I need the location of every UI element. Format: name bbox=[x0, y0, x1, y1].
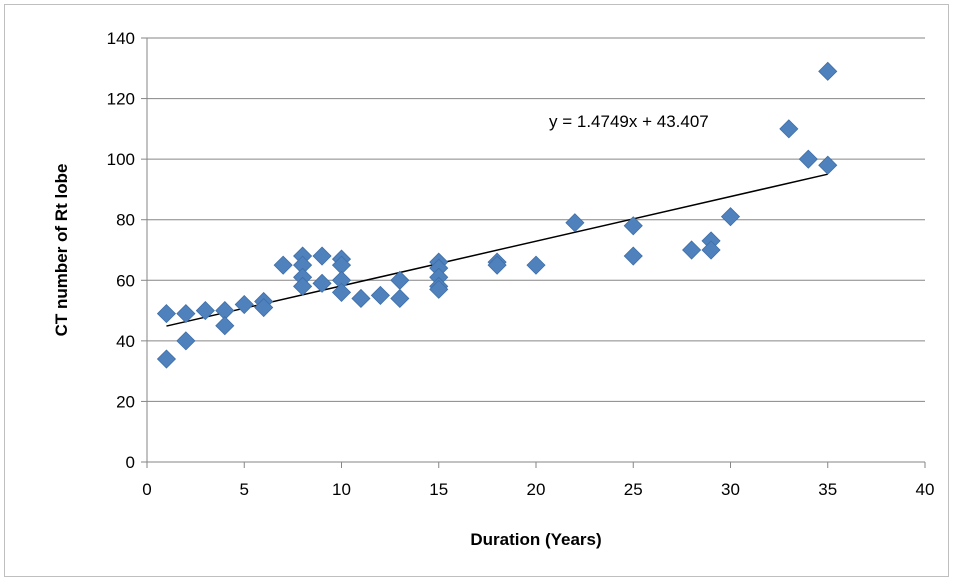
data-point bbox=[312, 246, 332, 266]
data-point bbox=[565, 213, 585, 233]
data-point bbox=[176, 304, 196, 324]
x-tick-labels: 0 5 10 15 20 25 30 35 40 bbox=[142, 480, 934, 499]
data-point bbox=[818, 61, 838, 81]
data-point bbox=[370, 285, 390, 305]
data-point bbox=[779, 119, 799, 139]
data-point bbox=[623, 246, 643, 266]
x-axis-title: Duration (Years) bbox=[470, 530, 601, 549]
data-point bbox=[293, 276, 313, 296]
data-point bbox=[526, 255, 546, 275]
data-point bbox=[798, 149, 818, 169]
x-tick-label: 10 bbox=[332, 480, 351, 499]
y-tick-label: 140 bbox=[107, 29, 135, 48]
data-point bbox=[312, 273, 332, 293]
x-tick-label: 35 bbox=[818, 480, 837, 499]
x-tick-label: 20 bbox=[527, 480, 546, 499]
trendline-group bbox=[166, 173, 828, 327]
data-point bbox=[701, 240, 721, 260]
y-tick-label: 40 bbox=[116, 332, 135, 351]
y-tick-label: 0 bbox=[126, 453, 135, 472]
trendline bbox=[166, 173, 828, 327]
data-point bbox=[429, 279, 449, 299]
data-point bbox=[234, 294, 254, 315]
y-tick-labels: 0 20 40 60 80 100 120 140 bbox=[107, 29, 135, 472]
data-point bbox=[156, 349, 177, 369]
data-point bbox=[682, 240, 702, 260]
x-tick-label: 30 bbox=[721, 480, 740, 499]
y-axis-title: CT number of Rt lobe bbox=[52, 164, 71, 337]
y-tick-label: 120 bbox=[107, 90, 135, 109]
x-tick-label: 5 bbox=[240, 480, 249, 499]
gridlines bbox=[147, 37, 925, 402]
data-point bbox=[390, 288, 410, 309]
data-point bbox=[273, 255, 293, 275]
x-tick-label: 0 bbox=[142, 480, 151, 499]
data-point bbox=[487, 255, 507, 275]
data-points bbox=[156, 61, 838, 369]
y-tick-label: 100 bbox=[107, 150, 135, 169]
axes bbox=[141, 37, 926, 468]
data-point bbox=[720, 207, 741, 227]
data-point bbox=[254, 297, 274, 318]
y-tick-label: 20 bbox=[116, 392, 135, 411]
data-point bbox=[623, 216, 643, 236]
x-tick-label: 15 bbox=[429, 480, 448, 499]
x-tick-label: 25 bbox=[624, 480, 643, 499]
x-tick-label: 40 bbox=[916, 480, 935, 499]
trendline-equation: y = 1.4749x + 43.407 bbox=[549, 112, 709, 131]
data-point bbox=[215, 316, 235, 336]
data-point bbox=[156, 304, 177, 324]
y-tick-label: 80 bbox=[116, 211, 135, 230]
data-point bbox=[195, 301, 215, 321]
chart-frame bbox=[4, 4, 949, 577]
data-point bbox=[331, 282, 352, 302]
data-point bbox=[818, 155, 838, 175]
data-point bbox=[176, 331, 196, 351]
data-point bbox=[351, 288, 371, 309]
y-tick-label: 60 bbox=[116, 271, 135, 290]
